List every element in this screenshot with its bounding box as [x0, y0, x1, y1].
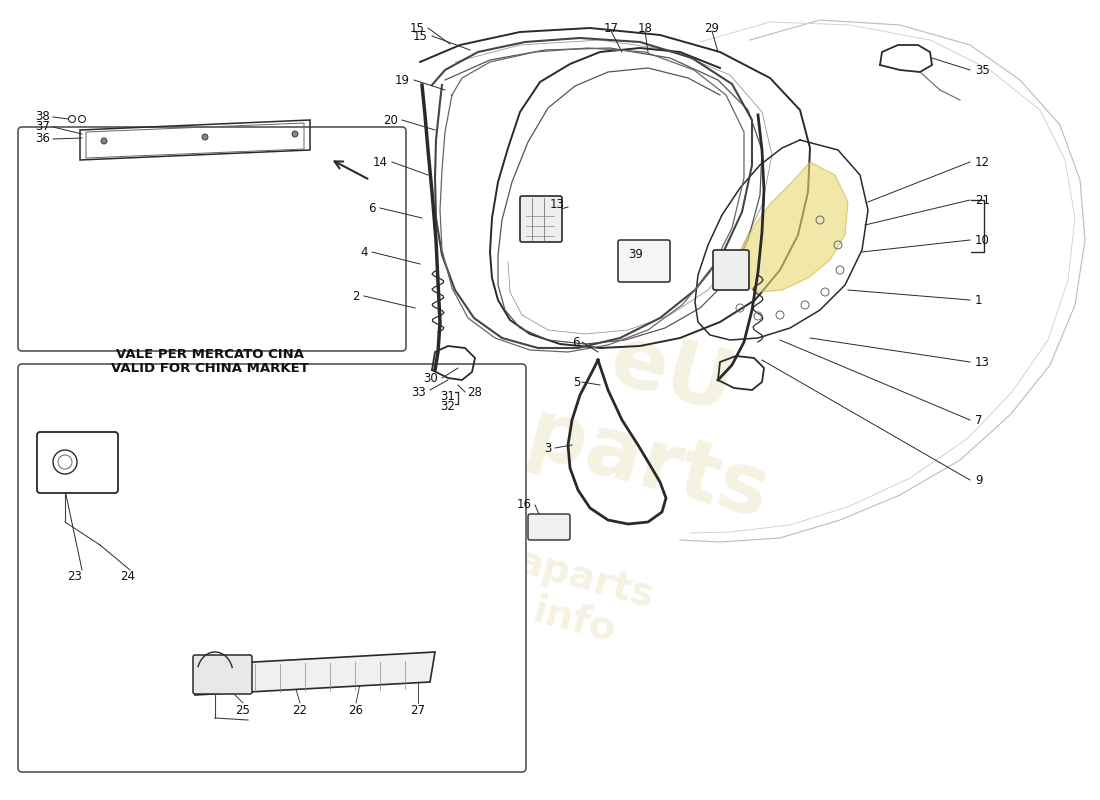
FancyBboxPatch shape	[520, 196, 562, 242]
Text: 15: 15	[414, 30, 428, 42]
Circle shape	[292, 131, 298, 137]
Text: 7: 7	[975, 414, 982, 426]
Text: 31: 31	[441, 390, 455, 402]
Text: 35: 35	[975, 63, 990, 77]
FancyBboxPatch shape	[618, 240, 670, 282]
Text: 24: 24	[121, 570, 135, 582]
Text: 6: 6	[368, 202, 376, 214]
FancyBboxPatch shape	[37, 432, 118, 493]
Text: 21: 21	[975, 194, 990, 206]
Text: 13: 13	[975, 355, 990, 369]
Text: 13: 13	[550, 198, 565, 211]
FancyBboxPatch shape	[192, 655, 252, 694]
Text: VALID FOR CHINA MARKET: VALID FOR CHINA MARKET	[111, 362, 309, 374]
Text: 29: 29	[704, 22, 719, 34]
Text: 10: 10	[975, 234, 990, 246]
Text: 3: 3	[544, 442, 552, 454]
FancyBboxPatch shape	[18, 127, 406, 351]
Text: 1: 1	[975, 294, 982, 306]
Text: 23: 23	[67, 570, 82, 582]
Text: 28: 28	[468, 386, 482, 398]
Text: 33: 33	[411, 386, 426, 398]
Text: 19: 19	[395, 74, 410, 86]
Text: 2: 2	[352, 290, 360, 302]
FancyBboxPatch shape	[713, 250, 749, 290]
Circle shape	[202, 134, 208, 140]
Text: 30: 30	[424, 371, 438, 385]
Text: 9: 9	[975, 474, 982, 486]
Text: 20: 20	[383, 114, 398, 126]
Text: 38: 38	[35, 110, 50, 123]
FancyBboxPatch shape	[18, 364, 526, 772]
Text: 17: 17	[604, 22, 618, 34]
FancyBboxPatch shape	[528, 514, 570, 540]
Text: 16: 16	[517, 498, 532, 511]
Polygon shape	[738, 162, 848, 292]
Text: VALE PER MERCATO CINA: VALE PER MERCATO CINA	[116, 347, 304, 361]
Text: 25: 25	[235, 703, 251, 717]
Text: 12: 12	[975, 155, 990, 169]
Text: 6: 6	[572, 335, 580, 349]
Text: eSpar
parts: eSpar parts	[130, 530, 310, 670]
Text: eU
parts: eU parts	[518, 304, 802, 536]
Circle shape	[101, 138, 107, 144]
Text: aparts
info: aparts info	[502, 542, 659, 658]
Polygon shape	[195, 652, 434, 695]
Text: 27: 27	[410, 703, 426, 717]
Text: 4: 4	[361, 246, 368, 258]
Text: 5: 5	[573, 375, 580, 389]
Text: 36: 36	[35, 133, 50, 146]
Text: 15: 15	[410, 22, 425, 34]
Text: 18: 18	[638, 22, 652, 34]
Text: 37: 37	[35, 121, 50, 134]
Text: 22: 22	[293, 703, 308, 717]
Text: 39: 39	[628, 249, 642, 262]
Text: 26: 26	[349, 703, 363, 717]
Text: 32: 32	[441, 399, 455, 413]
Text: 14: 14	[373, 155, 388, 169]
